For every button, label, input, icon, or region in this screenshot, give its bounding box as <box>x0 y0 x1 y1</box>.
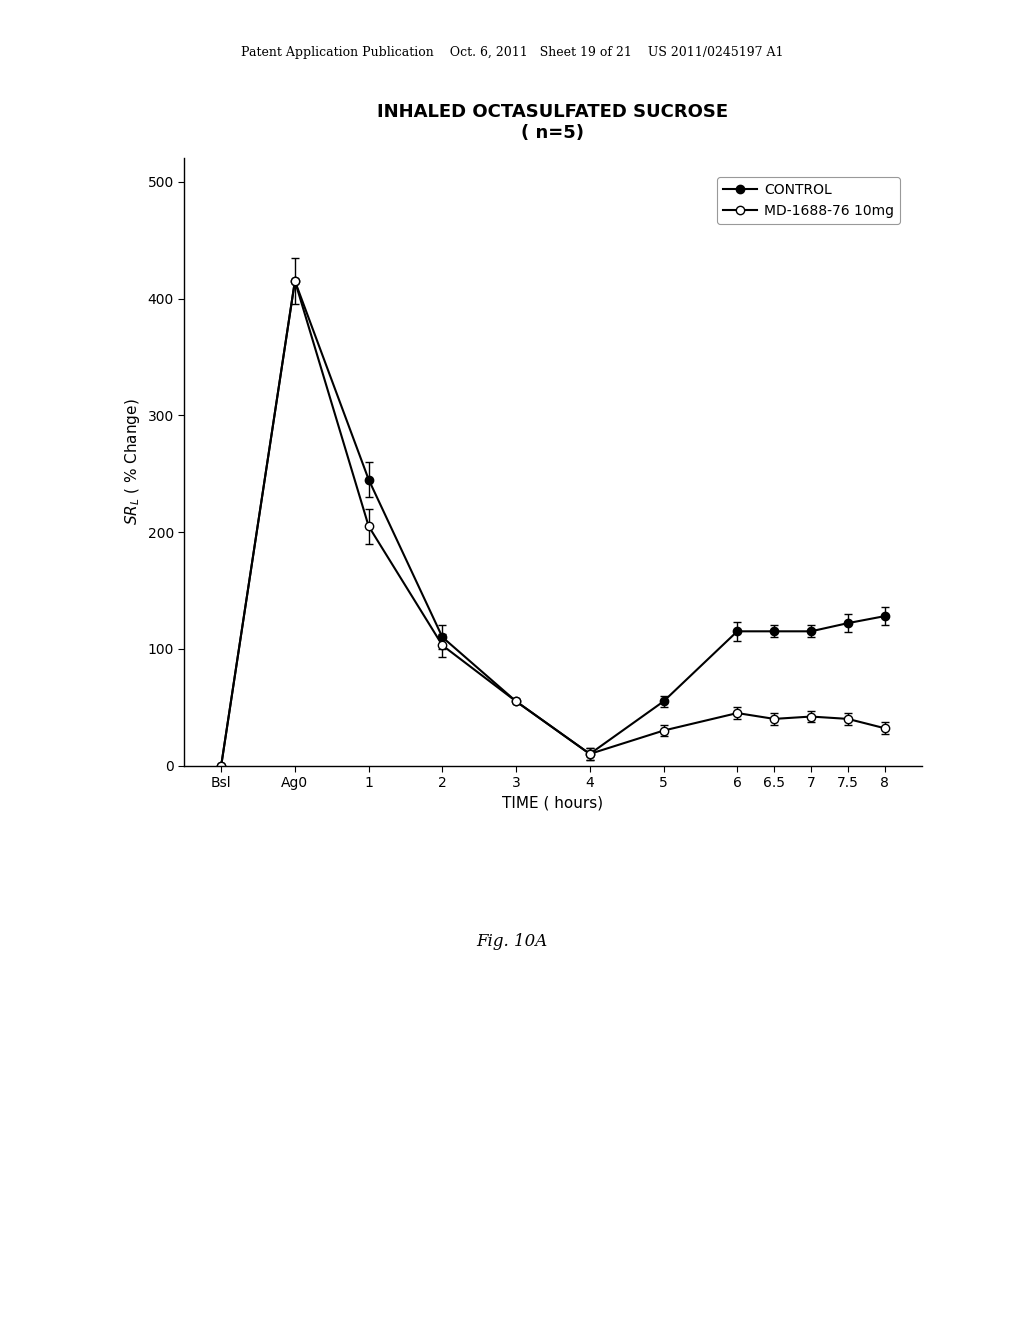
Legend: CONTROL, MD-1688-76 10mg: CONTROL, MD-1688-76 10mg <box>717 177 900 223</box>
Text: Fig. 10A: Fig. 10A <box>476 933 548 950</box>
Text: Patent Application Publication    Oct. 6, 2011   Sheet 19 of 21    US 2011/02451: Patent Application Publication Oct. 6, 2… <box>241 46 783 59</box>
Title: INHALED OCTASULFATED SUCROSE
( n=5): INHALED OCTASULFATED SUCROSE ( n=5) <box>378 103 728 141</box>
Y-axis label: $SR_L$ ( % Change): $SR_L$ ( % Change) <box>123 399 142 525</box>
X-axis label: TIME ( hours): TIME ( hours) <box>503 796 603 810</box>
